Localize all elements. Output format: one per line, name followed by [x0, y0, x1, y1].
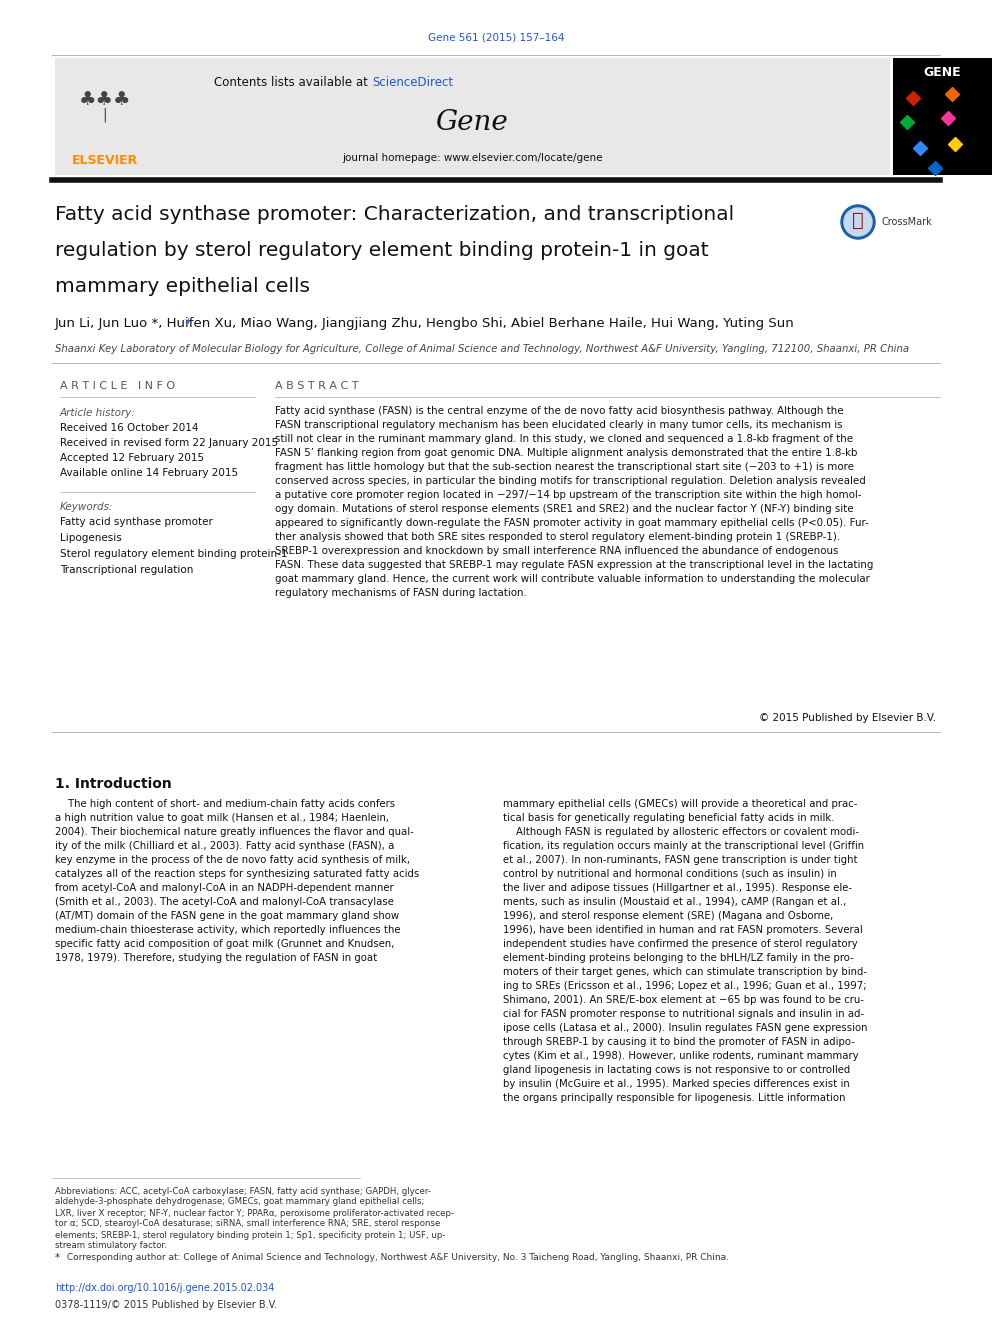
Text: ELSEVIER: ELSEVIER — [71, 153, 138, 167]
Text: goat mammary gland. Hence, the current work will contribute valuable information: goat mammary gland. Hence, the current w… — [275, 574, 870, 583]
Text: CrossMark: CrossMark — [882, 217, 932, 228]
Text: aldehyde-3-phosphate dehydrogenase; GMECs, goat mammary gland epithelial cells;: aldehyde-3-phosphate dehydrogenase; GMEC… — [55, 1197, 425, 1207]
Text: 1996), have been identified in human and rat FASN promoters. Several: 1996), have been identified in human and… — [503, 925, 863, 935]
Text: a high nutrition value to goat milk (Hansen et al., 1984; Haenlein,: a high nutrition value to goat milk (Han… — [55, 814, 389, 823]
Text: stream stimulatory factor.: stream stimulatory factor. — [55, 1241, 167, 1250]
Text: cial for FASN promoter response to nutritional signals and insulin in ad-: cial for FASN promoter response to nutri… — [503, 1009, 864, 1019]
Text: Transcriptional regulation: Transcriptional regulation — [60, 565, 193, 576]
Text: A R T I C L E   I N F O: A R T I C L E I N F O — [60, 381, 176, 392]
Text: 1996), and sterol response element (SRE) (Magana and Osborne,: 1996), and sterol response element (SRE)… — [503, 912, 833, 921]
Text: conserved across species, in particular the binding motifs for transcriptional r: conserved across species, in particular … — [275, 476, 866, 486]
Text: SREBP-1 overexpression and knockdown by small interference RNA influenced the ab: SREBP-1 overexpression and knockdown by … — [275, 546, 838, 556]
Text: FASN 5’ flanking region from goat genomic DNA. Multiple alignment analysis demon: FASN 5’ flanking region from goat genomi… — [275, 448, 857, 458]
Text: Fatty acid synthase (FASN) is the central enzyme of the de novo fatty acid biosy: Fatty acid synthase (FASN) is the centra… — [275, 406, 843, 415]
Text: Gene: Gene — [435, 108, 508, 135]
Text: tor α; SCD, stearoyl-CoA desaturase; siRNA, small interference RNA; SRE, sterol : tor α; SCD, stearoyl-CoA desaturase; siR… — [55, 1220, 440, 1229]
Text: ogy domain. Mutations of sterol response elements (SRE1 and SRE2) and the nuclea: ogy domain. Mutations of sterol response… — [275, 504, 854, 515]
Text: independent studies have confirmed the presence of sterol regulatory: independent studies have confirmed the p… — [503, 939, 858, 949]
Text: regulation by sterol regulatory element binding protein-1 in goat: regulation by sterol regulatory element … — [55, 242, 708, 261]
Text: catalyzes all of the reaction steps for synthesizing saturated fatty acids: catalyzes all of the reaction steps for … — [55, 869, 420, 878]
Text: Received in revised form 22 January 2015: Received in revised form 22 January 2015 — [60, 438, 278, 448]
Text: a putative core promoter region located in −297/−14 bp upstream of the transcrip: a putative core promoter region located … — [275, 490, 861, 500]
Text: ity of the milk (Chilliard et al., 2003). Fatty acid synthase (FASN), a: ity of the milk (Chilliard et al., 2003)… — [55, 841, 395, 851]
Text: from acetyl-CoA and malonyl-CoA in an NADPH-dependent manner: from acetyl-CoA and malonyl-CoA in an NA… — [55, 882, 394, 893]
Text: through SREBP-1 by causing it to bind the promoter of FASN in adipo-: through SREBP-1 by causing it to bind th… — [503, 1037, 855, 1046]
Text: fication, its regulation occurs mainly at the transcriptional level (Griffin: fication, its regulation occurs mainly a… — [503, 841, 864, 851]
Text: *: * — [185, 316, 191, 329]
Text: Shaanxi Key Laboratory of Molecular Biology for Agriculture, College of Animal S: Shaanxi Key Laboratory of Molecular Biol… — [55, 344, 909, 355]
Text: 0378-1119/© 2015 Published by Elsevier B.V.: 0378-1119/© 2015 Published by Elsevier B… — [55, 1301, 277, 1310]
Text: Article history:: Article history: — [60, 407, 136, 418]
Text: medium-chain thioesterase activity, which reportedly influences the: medium-chain thioesterase activity, whic… — [55, 925, 401, 935]
Text: http://dx.doi.org/10.1016/j.gene.2015.02.034: http://dx.doi.org/10.1016/j.gene.2015.02… — [55, 1283, 275, 1293]
Text: |: | — [103, 107, 107, 122]
Text: FASN. These data suggested that SREBP-1 may regulate FASN expression at the tran: FASN. These data suggested that SREBP-1 … — [275, 560, 873, 570]
Text: Contents lists available at: Contents lists available at — [214, 75, 372, 89]
Text: Sterol regulatory element binding protein-1: Sterol regulatory element binding protei… — [60, 549, 288, 560]
Text: The high content of short- and medium-chain fatty acids confers: The high content of short- and medium-ch… — [55, 799, 395, 808]
Text: ments, such as insulin (Moustaid et al., 1994), cAMP (Rangan et al.,: ments, such as insulin (Moustaid et al.,… — [503, 897, 846, 908]
Text: key enzyme in the process of the de novo fatty acid synthesis of milk,: key enzyme in the process of the de novo… — [55, 855, 410, 865]
Text: mammary epithelial cells: mammary epithelial cells — [55, 278, 310, 296]
Text: ⧗: ⧗ — [852, 210, 864, 229]
Text: 1978, 1979). Therefore, studying the regulation of FASN in goat: 1978, 1979). Therefore, studying the reg… — [55, 953, 377, 963]
Text: regulatory mechanisms of FASN during lactation.: regulatory mechanisms of FASN during lac… — [275, 587, 527, 598]
Text: (AT/MT) domain of the FASN gene in the goat mammary gland show: (AT/MT) domain of the FASN gene in the g… — [55, 912, 399, 921]
Text: Keywords:: Keywords: — [60, 501, 113, 512]
Text: 2004). Their biochemical nature greatly influences the flavor and qual-: 2004). Their biochemical nature greatly … — [55, 827, 414, 837]
Circle shape — [841, 205, 875, 239]
Text: still not clear in the ruminant mammary gland. In this study, we cloned and sequ: still not clear in the ruminant mammary … — [275, 434, 853, 445]
Text: Gene 561 (2015) 157–164: Gene 561 (2015) 157–164 — [428, 33, 564, 44]
FancyBboxPatch shape — [55, 58, 890, 175]
Text: appeared to significantly down-regulate the FASN promoter activity in goat mamma: appeared to significantly down-regulate … — [275, 519, 869, 528]
Text: gland lipogenesis in lactating cows is not responsive to or controlled: gland lipogenesis in lactating cows is n… — [503, 1065, 850, 1076]
Text: Fatty acid synthase promoter: Fatty acid synthase promoter — [60, 517, 213, 527]
Text: element-binding proteins belonging to the bHLH/LZ family in the pro-: element-binding proteins belonging to th… — [503, 953, 854, 963]
FancyBboxPatch shape — [893, 58, 992, 175]
Text: et al., 2007). In non-ruminants, FASN gene transcription is under tight: et al., 2007). In non-ruminants, FASN ge… — [503, 855, 858, 865]
Text: Shimano, 2001). An SRE/E-box element at −65 bp was found to be cru-: Shimano, 2001). An SRE/E-box element at … — [503, 995, 864, 1005]
Text: A B S T R A C T: A B S T R A C T — [275, 381, 358, 392]
Text: cytes (Kim et al., 1998). However, unlike rodents, ruminant mammary: cytes (Kim et al., 1998). However, unlik… — [503, 1050, 859, 1061]
Text: Abbreviations: ACC, acetyl-CoA carboxylase; FASN, fatty acid synthase; GAPDH, gl: Abbreviations: ACC, acetyl-CoA carboxyla… — [55, 1187, 431, 1196]
Text: GENE: GENE — [924, 66, 961, 78]
Text: ing to SREs (Ericsson et al., 1996; Lopez et al., 1996; Guan et al., 1997;: ing to SREs (Ericsson et al., 1996; Lope… — [503, 980, 866, 991]
Text: Fatty acid synthase promoter: Characterization, and transcriptional: Fatty acid synthase promoter: Characteri… — [55, 205, 734, 225]
Text: Received 16 October 2014: Received 16 October 2014 — [60, 423, 198, 433]
Text: 1. Introduction: 1. Introduction — [55, 777, 172, 791]
Text: the organs principally responsible for lipogenesis. Little information: the organs principally responsible for l… — [503, 1093, 845, 1103]
Text: LXR, liver X receptor; NF-Y, nuclear factor Y; PPARα, peroxisome proliferator-ac: LXR, liver X receptor; NF-Y, nuclear fac… — [55, 1208, 454, 1217]
Text: Jun Li, Jun Luo *, Huifen Xu, Miao Wang, Jiangjiang Zhu, Hengbo Shi, Abiel Berha: Jun Li, Jun Luo *, Huifen Xu, Miao Wang,… — [55, 316, 795, 329]
Text: journal homepage: www.elsevier.com/locate/gene: journal homepage: www.elsevier.com/locat… — [342, 153, 602, 163]
Text: Lipogenesis: Lipogenesis — [60, 533, 122, 542]
Text: specific fatty acid composition of goat milk (Grunnet and Knudsen,: specific fatty acid composition of goat … — [55, 939, 395, 949]
Text: mammary epithelial cells (GMECs) will provide a theoretical and prac-: mammary epithelial cells (GMECs) will pr… — [503, 799, 857, 808]
Text: the liver and adipose tissues (Hillgartner et al., 1995). Response ele-: the liver and adipose tissues (Hillgartn… — [503, 882, 852, 893]
Text: Although FASN is regulated by allosteric effectors or covalent modi-: Although FASN is regulated by allosteric… — [503, 827, 859, 837]
Text: ipose cells (Latasa et al., 2000). Insulin regulates FASN gene expression: ipose cells (Latasa et al., 2000). Insul… — [503, 1023, 867, 1033]
Text: elements; SREBP-1, sterol regulatory binding protein 1; Sp1, specificity protein: elements; SREBP-1, sterol regulatory bin… — [55, 1230, 445, 1240]
Text: by insulin (McGuire et al., 1995). Marked species differences exist in: by insulin (McGuire et al., 1995). Marke… — [503, 1080, 850, 1089]
Text: (Smith et al., 2003). The acetyl-CoA and malonyl-CoA transacylase: (Smith et al., 2003). The acetyl-CoA and… — [55, 897, 394, 908]
Text: ScienceDirect: ScienceDirect — [372, 75, 453, 89]
Text: FASN transcriptional regulatory mechanism has been elucidated clearly in many tu: FASN transcriptional regulatory mechanis… — [275, 419, 842, 430]
Text: © 2015 Published by Elsevier B.V.: © 2015 Published by Elsevier B.V. — [759, 713, 936, 722]
Text: fragment has little homology but that the sub-section nearest the transcriptiona: fragment has little homology but that th… — [275, 462, 854, 472]
Text: ther analysis showed that both SRE sites responded to sterol regulatory element-: ther analysis showed that both SRE sites… — [275, 532, 840, 542]
Text: tical basis for genetically regulating beneficial fatty acids in milk.: tical basis for genetically regulating b… — [503, 814, 834, 823]
Circle shape — [844, 208, 872, 235]
Text: Corresponding author at: College of Animal Science and Technology, Northwest A&F: Corresponding author at: College of Anim… — [64, 1253, 729, 1262]
Text: Accepted 12 February 2015: Accepted 12 February 2015 — [60, 452, 204, 463]
Text: *: * — [55, 1253, 61, 1263]
Text: ♣♣♣: ♣♣♣ — [78, 90, 131, 110]
Text: Available online 14 February 2015: Available online 14 February 2015 — [60, 468, 238, 478]
Text: control by nutritional and hormonal conditions (such as insulin) in: control by nutritional and hormonal cond… — [503, 869, 836, 878]
Text: moters of their target genes, which can stimulate transcription by bind-: moters of their target genes, which can … — [503, 967, 867, 976]
